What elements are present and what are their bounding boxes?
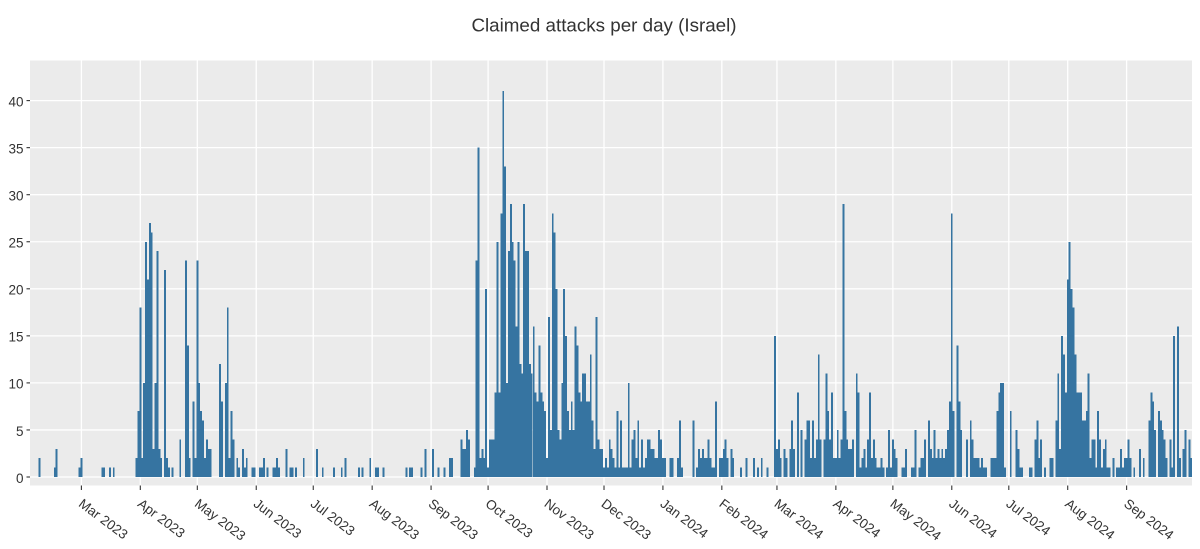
svg-text:10: 10 bbox=[8, 377, 23, 392]
svg-text:30: 30 bbox=[8, 189, 23, 204]
svg-text:40: 40 bbox=[8, 94, 23, 109]
svg-text:15: 15 bbox=[8, 330, 23, 345]
svg-text:5: 5 bbox=[16, 424, 24, 439]
svg-text:20: 20 bbox=[8, 283, 23, 298]
svg-text:35: 35 bbox=[8, 141, 23, 156]
svg-text:0: 0 bbox=[16, 471, 24, 486]
svg-text:Claimed attacks per day (Israe: Claimed attacks per day (Israel) bbox=[471, 15, 736, 36]
svg-text:25: 25 bbox=[8, 236, 23, 251]
